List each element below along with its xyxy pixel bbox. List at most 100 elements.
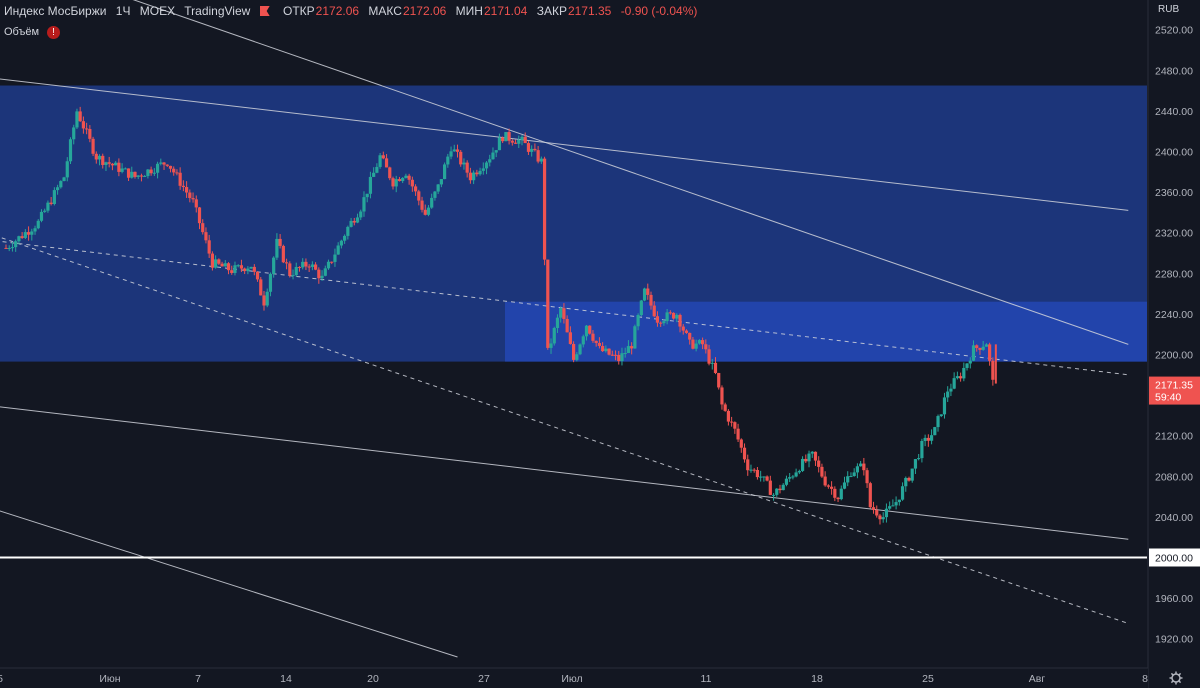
candle-body[interactable] xyxy=(630,346,634,349)
candle-body[interactable] xyxy=(594,340,598,343)
candle-body[interactable] xyxy=(65,161,69,178)
candle-body[interactable] xyxy=(933,427,937,436)
candle-body[interactable] xyxy=(68,139,73,162)
candle-body[interactable] xyxy=(575,354,579,360)
candle-body[interactable] xyxy=(868,483,872,508)
candle-body[interactable] xyxy=(717,373,721,388)
symbol-name[interactable]: Индекс МосБиржи xyxy=(4,4,107,18)
candle-body[interactable] xyxy=(188,192,192,199)
candle-body[interactable] xyxy=(217,259,221,264)
candle-body[interactable] xyxy=(378,155,382,167)
candle-body[interactable] xyxy=(159,162,163,164)
candle-body[interactable] xyxy=(949,388,953,392)
candle-body[interactable] xyxy=(417,191,421,201)
candle-body[interactable] xyxy=(262,295,266,306)
candle-body[interactable] xyxy=(352,220,356,223)
candle-body[interactable] xyxy=(781,484,785,491)
candle-body[interactable] xyxy=(101,155,105,165)
candle-body[interactable] xyxy=(865,470,869,484)
candle-body[interactable] xyxy=(939,414,943,417)
candle-body[interactable] xyxy=(214,259,218,268)
candle-body[interactable] xyxy=(549,343,553,348)
candle-body[interactable] xyxy=(697,340,701,344)
candle-body[interactable] xyxy=(568,332,572,344)
candle-body[interactable] xyxy=(991,360,995,380)
candle-body[interactable] xyxy=(913,459,918,469)
candle-body[interactable] xyxy=(333,254,337,262)
candle-body[interactable] xyxy=(117,162,121,172)
candle-body[interactable] xyxy=(536,150,540,162)
candle-body[interactable] xyxy=(730,421,734,423)
candle-body[interactable] xyxy=(178,172,182,186)
candle-body[interactable] xyxy=(413,186,418,192)
candle-body[interactable] xyxy=(826,485,830,487)
candle-body[interactable] xyxy=(778,488,782,491)
candle-body[interactable] xyxy=(942,397,947,415)
warning-icon[interactable]: ! xyxy=(47,26,61,39)
candle-body[interactable] xyxy=(910,468,914,481)
candle-body[interactable] xyxy=(523,136,527,144)
candle-body[interactable] xyxy=(33,228,37,232)
candle-body[interactable] xyxy=(10,247,15,249)
gear-icon[interactable] xyxy=(1169,671,1183,685)
candle-body[interactable] xyxy=(494,150,498,153)
candle-body[interactable] xyxy=(136,175,140,177)
candle-body[interactable] xyxy=(230,270,234,273)
candle-body[interactable] xyxy=(749,469,753,471)
candle-body[interactable] xyxy=(655,316,660,323)
candle-body[interactable] xyxy=(946,391,950,398)
candle-body[interactable] xyxy=(984,344,988,347)
candle-body[interactable] xyxy=(846,476,850,483)
candle-body[interactable] xyxy=(707,349,711,364)
candle-body[interactable] xyxy=(775,488,779,495)
candle-body[interactable] xyxy=(297,266,302,268)
candle-body[interactable] xyxy=(88,128,92,139)
candle-body[interactable] xyxy=(975,345,979,348)
last-price-tag[interactable] xyxy=(1149,376,1200,405)
candle-body[interactable] xyxy=(56,187,60,191)
candle-body[interactable] xyxy=(907,477,911,481)
candle-body[interactable] xyxy=(7,247,11,249)
candle-body[interactable] xyxy=(368,176,373,194)
candle-body[interactable] xyxy=(85,128,89,130)
candle-body[interactable] xyxy=(878,515,882,520)
candle-body[interactable] xyxy=(701,340,705,345)
candle-body[interactable] xyxy=(578,344,582,355)
candle-body[interactable] xyxy=(323,268,327,276)
candle-body[interactable] xyxy=(491,152,495,160)
candle-body[interactable] xyxy=(917,458,921,460)
candle-body[interactable] xyxy=(552,328,556,344)
candle-body[interactable] xyxy=(607,348,611,355)
candle-body[interactable] xyxy=(584,325,589,337)
candle-body[interactable] xyxy=(481,168,485,171)
candle-body[interactable] xyxy=(152,172,156,174)
candle-body[interactable] xyxy=(475,172,479,175)
candle-body[interactable] xyxy=(620,353,624,362)
candle-body[interactable] xyxy=(59,181,63,188)
trendline[interactable] xyxy=(0,405,1129,540)
candle-body[interactable] xyxy=(72,127,76,140)
candle-body[interactable] xyxy=(472,172,476,181)
candle-body[interactable] xyxy=(820,466,824,477)
candle-body[interactable] xyxy=(220,263,224,267)
candle-body[interactable] xyxy=(430,197,434,208)
candle-body[interactable] xyxy=(888,506,892,509)
candle-body[interactable] xyxy=(185,187,189,193)
candle-body[interactable] xyxy=(446,156,450,165)
candle-body[interactable] xyxy=(310,264,314,267)
currency-label[interactable]: RUB xyxy=(1158,4,1179,15)
candle-body[interactable] xyxy=(443,164,447,180)
candle-body[interactable] xyxy=(513,142,518,144)
candle-body[interactable] xyxy=(929,435,934,441)
candle-body[interactable] xyxy=(855,466,859,473)
candle-body[interactable] xyxy=(191,198,195,200)
candle-body[interactable] xyxy=(520,136,524,140)
candle-body[interactable] xyxy=(839,488,843,500)
candle-body[interactable] xyxy=(710,362,714,364)
candle-body[interactable] xyxy=(836,497,840,500)
candle-body[interactable] xyxy=(894,502,898,506)
candle-body[interactable] xyxy=(936,416,940,428)
candle-body[interactable] xyxy=(26,232,31,235)
candle-body[interactable] xyxy=(675,314,679,319)
interval[interactable]: 1Ч xyxy=(115,4,131,18)
